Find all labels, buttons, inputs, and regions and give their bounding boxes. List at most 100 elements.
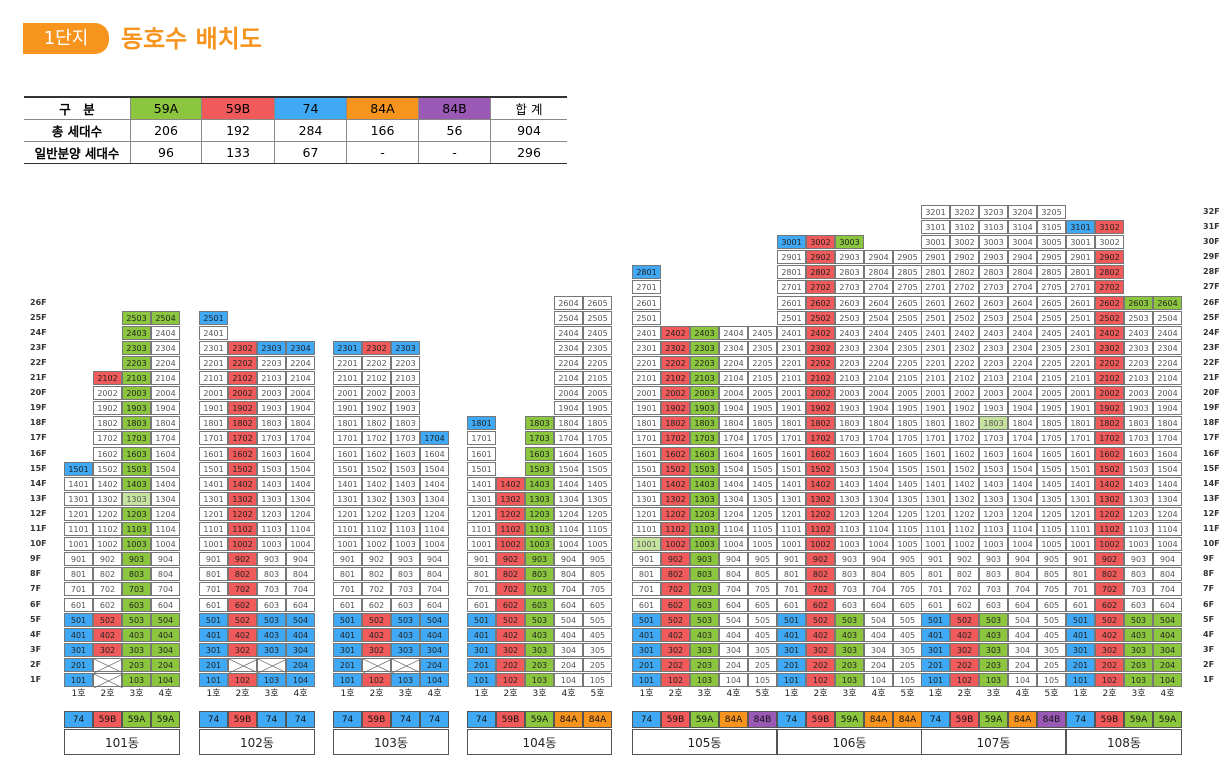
unit-cell: 1601 <box>333 446 362 461</box>
unit-cell: 503 <box>1124 612 1153 627</box>
unit-cell: 2002 <box>1095 386 1124 401</box>
unit-cell: 1703 <box>257 431 286 446</box>
unit-cell: 2501 <box>1066 310 1095 325</box>
unit-cell: 704 <box>1153 582 1182 597</box>
unit-cell: 601 <box>1066 597 1095 612</box>
unit-cell: 1305 <box>748 491 777 506</box>
unit-cell: 1905 <box>583 401 612 416</box>
unit-cell: 502 <box>806 612 835 627</box>
unit-cell: 703 <box>525 582 554 597</box>
unit-cell: 2403 <box>690 325 719 340</box>
unit-cell: 2504 <box>1008 310 1037 325</box>
unit-cell: 1802 <box>362 416 391 431</box>
unit-cell: 102 <box>806 673 835 687</box>
unit-cell: 2104 <box>1008 371 1037 385</box>
floor-label: 5F <box>30 614 42 624</box>
unit-cell: 2905 <box>1037 250 1066 265</box>
unit-cell: 301 <box>64 642 93 657</box>
unit-cell: 704 <box>420 582 449 597</box>
unit-cell: 2004 <box>864 386 893 401</box>
unit-cell: 1803 <box>1124 416 1153 431</box>
floor-label: 13F <box>1203 493 1220 503</box>
unit-cell: 1303 <box>979 491 1008 506</box>
unit-cell: 1103 <box>122 522 151 536</box>
unit-cell: 204 <box>1153 657 1182 672</box>
unit-cell: 2002 <box>950 386 979 401</box>
unit-cell: 1604 <box>1153 446 1182 461</box>
unit-cell: 1701 <box>777 431 806 446</box>
unit-cell: 1703 <box>525 431 554 446</box>
unit-cell: 2203 <box>690 355 719 370</box>
unit-cell: 601 <box>199 597 228 612</box>
unit-cell: 3003 <box>979 235 1008 250</box>
unit-cell: 702 <box>496 582 525 597</box>
unit-cell: 2202 <box>806 355 835 370</box>
unit-cell: 1201 <box>632 506 661 521</box>
unit-cell: 2105 <box>748 371 777 385</box>
unit-cell: 3004 <box>1008 235 1037 250</box>
unit-cell: 505 <box>583 612 612 627</box>
unit-cell: 302 <box>1095 642 1124 657</box>
unit-cell: 2505 <box>893 310 922 325</box>
unit-cell: 1805 <box>583 416 612 431</box>
unit-cell: 903 <box>525 552 554 567</box>
unit-cell: 1903 <box>690 401 719 416</box>
unit-cell: 2401 <box>199 325 228 340</box>
unit-cell: 404 <box>1008 627 1037 642</box>
unit-cell: 1303 <box>690 491 719 506</box>
floor-label: 28F <box>1203 267 1220 277</box>
unit-type-box: 59A <box>690 711 719 728</box>
unit-cell: 1704 <box>719 431 748 446</box>
unit-cell: 1501 <box>333 461 362 476</box>
unit-cell: 2702 <box>806 280 835 295</box>
unit-cell: 2802 <box>1095 265 1124 280</box>
unit-cell: 103 <box>525 673 554 687</box>
unit-label: 5호 <box>900 689 915 699</box>
unit-cell: 405 <box>893 627 922 642</box>
unit-cell: 1205 <box>893 506 922 521</box>
unit-cell: 1904 <box>151 401 180 416</box>
unit-cell: 1103 <box>690 522 719 536</box>
unit-cell: 1404 <box>554 476 583 491</box>
unit-cell: 704 <box>1008 582 1037 597</box>
unit-cell: 1101 <box>921 522 950 536</box>
unit-cell: 102 <box>496 673 525 687</box>
unit-cell: 1304 <box>151 491 180 506</box>
unit-cell: 102 <box>661 673 690 687</box>
unit-cell: 803 <box>525 567 554 582</box>
unit-cell: 403 <box>835 627 864 642</box>
unit-cell: 903 <box>257 552 286 567</box>
unit-cell: 1905 <box>893 401 922 416</box>
unit-cell: 1901 <box>632 401 661 416</box>
unit-cell: 2101 <box>921 371 950 385</box>
unit-label: 1호 <box>928 689 943 699</box>
unit-cell: 403 <box>122 627 151 642</box>
unit-cell: 1202 <box>661 506 690 521</box>
unit-cell: 2703 <box>979 280 1008 295</box>
unit-cell: 2103 <box>690 371 719 385</box>
unit-cell: 403 <box>257 627 286 642</box>
unit-cell: 1203 <box>525 506 554 521</box>
unit-cell: 2601 <box>1066 295 1095 310</box>
unit-cell: 104 <box>864 673 893 687</box>
unit-cell: 601 <box>777 597 806 612</box>
unit-cell: 1905 <box>748 401 777 416</box>
unit-cell: 202 <box>661 657 690 672</box>
floor-label: 32F <box>1203 206 1220 216</box>
unit-cell: 103 <box>391 673 420 687</box>
unit-cell: 503 <box>391 612 420 627</box>
unit-label: 4호 <box>1160 689 1175 699</box>
unit-cell: 1304 <box>1153 491 1182 506</box>
unit-cell: 1302 <box>496 491 525 506</box>
unit-cell: 1002 <box>93 537 122 552</box>
unit-cell: 303 <box>690 642 719 657</box>
unit-cell: 1204 <box>420 506 449 521</box>
unit-cell: 1502 <box>806 461 835 476</box>
floor-label: 4F <box>1203 629 1215 639</box>
unit-cell: 701 <box>921 582 950 597</box>
unit-cell: 402 <box>496 627 525 642</box>
unit-cell: 2305 <box>1037 340 1066 355</box>
unit-cell: 1604 <box>420 446 449 461</box>
unit-cell: 2103 <box>979 371 1008 385</box>
unit-cell: 405 <box>748 627 777 642</box>
